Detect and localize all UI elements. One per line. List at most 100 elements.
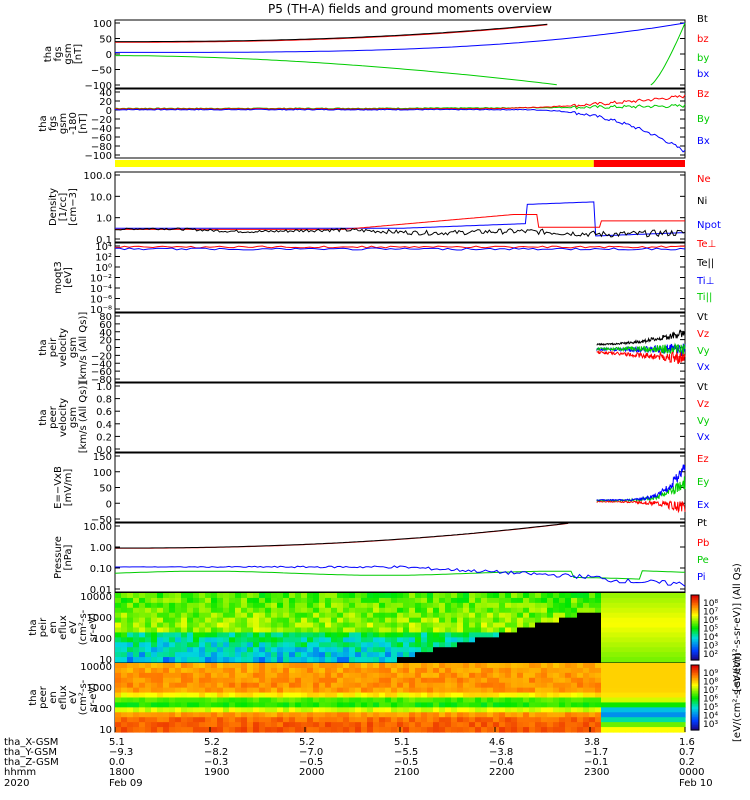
heatmap-cell (169, 702, 176, 708)
heatmap-cell (349, 717, 356, 723)
heatmap-cell (643, 632, 650, 638)
y-label-line: tha (38, 339, 49, 355)
heatmap-cell (427, 602, 434, 609)
heatmap-cell (499, 717, 506, 723)
heatmap-cell (373, 647, 380, 653)
heatmap-cell (451, 697, 458, 704)
heatmap-cell (565, 702, 572, 708)
heatmap-cell (397, 597, 404, 604)
heatmap-cell (571, 663, 578, 669)
heatmap-cell (463, 702, 470, 708)
heatmap-cell (601, 657, 608, 663)
heatmap-cell (463, 697, 470, 704)
heatmap-cell (121, 712, 128, 718)
heatmap-cell (379, 627, 386, 634)
heatmap-cell (127, 722, 134, 728)
heatmap-cell (589, 657, 596, 663)
heatmap-cell (421, 607, 428, 614)
heatmap-cell (385, 642, 392, 648)
heatmap-cell (211, 717, 218, 723)
heatmap-cell (547, 657, 554, 663)
heatmap-cell (649, 722, 656, 728)
heatmap-cell (187, 707, 194, 713)
heatmap-cell (181, 697, 188, 704)
heatmap-cell (163, 593, 170, 599)
heatmap-cell (619, 622, 626, 629)
heatmap-cell (649, 667, 656, 674)
heatmap-cell (559, 593, 566, 599)
heatmap-cell (271, 657, 278, 663)
heatmap-cell (283, 632, 290, 638)
heatmap-cell (445, 632, 452, 638)
heatmap-cell (283, 622, 290, 629)
heatmap-cell (163, 712, 170, 718)
heatmap-cell (403, 727, 410, 733)
heatmap-cell (619, 677, 626, 684)
heatmap-cell (613, 663, 620, 669)
heatmap-cell (571, 687, 578, 694)
heatmap-cell (487, 707, 494, 713)
heatmap-cell (583, 597, 590, 604)
heatmap-cell (445, 652, 452, 658)
heatmap-cell (421, 707, 428, 713)
heatmap-cell (145, 642, 152, 648)
heatmap-cell (637, 602, 644, 609)
heatmap-cell (379, 617, 386, 624)
heatmap-cell (547, 663, 554, 669)
heatmap-cell (547, 612, 554, 619)
heatmap-cell (535, 597, 542, 604)
y-tick: 0.01 (90, 585, 685, 596)
heatmap-cell (643, 692, 650, 699)
heatmap-cell (289, 667, 296, 674)
heatmap-cell (481, 602, 488, 609)
heatmap-cell (295, 663, 302, 669)
heatmap-cell (481, 727, 488, 733)
heatmap-cell (247, 677, 254, 684)
y-tick: 100 (93, 468, 685, 479)
heatmap-cell (469, 692, 476, 699)
heatmap-cell (265, 657, 272, 663)
heatmap-cell (385, 647, 392, 653)
heatmap-cell (319, 612, 326, 619)
heatmap-cell (331, 617, 338, 624)
heatmap-cell (427, 707, 434, 713)
heatmap-cell (127, 652, 134, 658)
heatmap-cell (403, 597, 410, 604)
heatmap-cell (595, 627, 602, 634)
heatmap-cell (463, 727, 470, 733)
heatmap-cell (301, 612, 308, 619)
heatmap-cell (619, 687, 626, 694)
heatmap-cell (607, 717, 614, 723)
heatmap-cell (373, 707, 380, 713)
heatmap-cell (505, 682, 512, 689)
heatmap-cell (409, 727, 416, 733)
heatmap-cell (349, 632, 356, 638)
heatmap-cell (517, 687, 524, 694)
heatmap-cell (313, 612, 320, 619)
heatmap-cell (553, 692, 560, 699)
heatmap-cell (127, 632, 134, 638)
heatmap-cell (649, 692, 656, 699)
heatmap-cell (673, 667, 680, 674)
heatmap-cell (295, 672, 302, 679)
heatmap-cell (541, 627, 548, 634)
heatmap-cell (121, 602, 128, 609)
heatmap-cell (313, 682, 320, 689)
heatmap-cell (331, 637, 338, 643)
heatmap-cell (139, 642, 146, 648)
heatmap-cell (175, 672, 182, 679)
heatmap-cell (223, 632, 230, 638)
heatmap-cell (571, 617, 578, 624)
heatmap-cell (655, 707, 662, 713)
heatmap-cell (451, 687, 458, 694)
heatmap-cell (385, 677, 392, 684)
heatmap-cell (595, 707, 602, 713)
heatmap-cell (547, 642, 554, 648)
heatmap-cell (517, 593, 524, 599)
heatmap-cell (457, 712, 464, 718)
heatmap-cell (637, 692, 644, 699)
heatmap-cell (391, 663, 398, 669)
heatmap-cell (541, 647, 548, 653)
heatmap-cell (445, 717, 452, 723)
heatmap-cell (667, 677, 674, 684)
